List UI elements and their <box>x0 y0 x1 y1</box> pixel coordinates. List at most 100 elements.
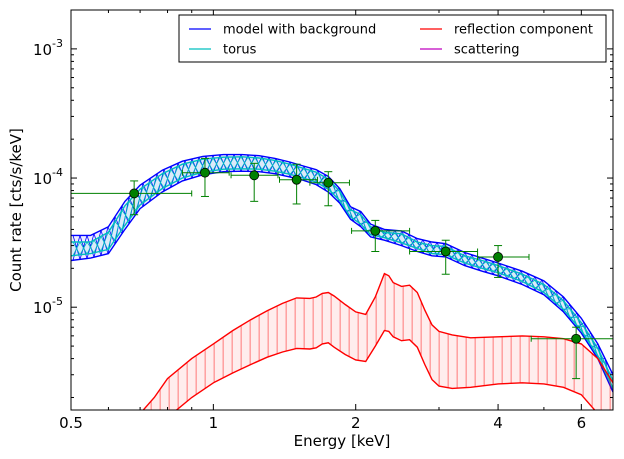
series-reflection-component <box>142 272 613 410</box>
hatch-line <box>142 182 151 203</box>
hatch-line <box>499 268 508 274</box>
hatch-line <box>457 255 466 261</box>
legend-item-scattering: scattering <box>420 43 520 58</box>
hatch-line <box>492 265 501 272</box>
legend-item-model-with-background: model with background <box>189 23 376 38</box>
lower-bound-line <box>71 168 613 389</box>
hatch-line <box>149 177 158 198</box>
hatch-line <box>275 162 284 172</box>
hatch-line <box>107 221 116 250</box>
band-hatch <box>150 274 611 410</box>
hatch-line <box>408 240 417 246</box>
data-point <box>477 245 530 278</box>
data-point <box>71 180 193 216</box>
data-point <box>309 171 350 207</box>
y-tick-label: 10-4 <box>33 166 63 188</box>
plot-area <box>71 10 613 410</box>
x-tick-label: 6 <box>577 414 587 432</box>
hatch-line <box>219 156 228 170</box>
legend-label: model with background <box>223 23 376 38</box>
legend: model with background reflection componen… <box>178 14 607 63</box>
hatch-line <box>408 237 417 249</box>
hatch-line <box>261 159 270 170</box>
hatch-line <box>93 239 102 252</box>
hatch-line <box>471 259 480 266</box>
tick-layer: 0.5 1 2 4 610-510-410-3 <box>33 9 614 432</box>
data-marker <box>370 225 381 236</box>
y-tick-label: 10-5 <box>33 295 63 317</box>
lower-bound-line <box>175 329 596 410</box>
hatch-line <box>415 243 424 249</box>
y-axis-label: Count rate [cts/s/keV] <box>7 128 25 292</box>
series-layer <box>71 153 613 410</box>
hatch-line <box>184 161 193 178</box>
legend-label: reflection component <box>454 23 593 38</box>
hatch-line <box>93 236 102 253</box>
data-marker <box>440 246 451 257</box>
y-tick-label-exponent: -5 <box>52 295 63 308</box>
y-tick-label-base: 10 <box>33 299 52 317</box>
data-point <box>530 326 613 380</box>
hatch-line <box>135 187 144 211</box>
plot-frame <box>70 9 614 411</box>
hatch-line <box>226 156 235 170</box>
hatch-line <box>72 241 81 256</box>
hatch-line <box>177 163 186 181</box>
legend-label: torus <box>223 43 257 58</box>
y-tick-label-base: 10 <box>33 170 52 188</box>
data-marker <box>200 167 210 178</box>
hatch-line <box>527 279 536 285</box>
y-tick-label-exponent: -4 <box>52 166 63 179</box>
legend-label: scattering <box>454 43 520 58</box>
upper-bound-line <box>71 156 613 381</box>
data-marker <box>291 174 302 185</box>
hatch-line <box>163 169 172 188</box>
hatch-line <box>352 210 361 224</box>
x-tick-label: 2 <box>351 414 361 432</box>
data-point <box>230 162 279 202</box>
hatch-line <box>268 160 277 171</box>
data-marker <box>249 170 260 181</box>
hatch-line <box>303 170 312 179</box>
x-tick-label: 0.5 <box>59 414 83 432</box>
hatch-line <box>100 232 109 252</box>
hatch-line <box>478 261 487 268</box>
hatch-line <box>555 300 564 304</box>
data-point <box>351 219 411 252</box>
data-point <box>279 163 318 205</box>
hatch-line <box>401 237 410 244</box>
data-marker <box>571 333 582 344</box>
hatch-line <box>394 232 403 244</box>
hatch-line <box>296 168 305 177</box>
hatch-line <box>387 232 396 240</box>
y-tick-label: 10-3 <box>33 37 63 59</box>
hatch-line <box>254 158 263 170</box>
hatch-line <box>114 210 123 240</box>
hatch-line <box>548 294 557 298</box>
legend-item-torus: torus <box>189 43 257 58</box>
hatch-line <box>86 239 95 255</box>
upper-bound-line <box>142 272 613 410</box>
data-point <box>181 157 230 197</box>
x-tick-label: 4 <box>493 414 503 432</box>
y-tick-label-base: 10 <box>33 41 52 59</box>
hatch-line <box>534 283 543 289</box>
hatch-line <box>450 252 459 258</box>
hatch-line <box>401 233 410 246</box>
hatch-line <box>359 221 368 224</box>
upper-bound-line <box>71 153 613 376</box>
hatch-line <box>464 257 473 264</box>
data-marker <box>493 252 503 262</box>
series-torus <box>71 156 613 389</box>
hatch-line <box>317 176 326 184</box>
hatch-line <box>506 270 515 277</box>
lower-bound-line <box>71 170 613 393</box>
hatch-line <box>79 241 88 255</box>
band-fill <box>143 273 613 410</box>
x-axis-label: Energy [keV] <box>294 432 391 450</box>
hatch-line <box>212 157 221 171</box>
hatch-line <box>422 244 431 251</box>
hatch-line <box>541 288 550 292</box>
legend-frame <box>178 14 607 63</box>
